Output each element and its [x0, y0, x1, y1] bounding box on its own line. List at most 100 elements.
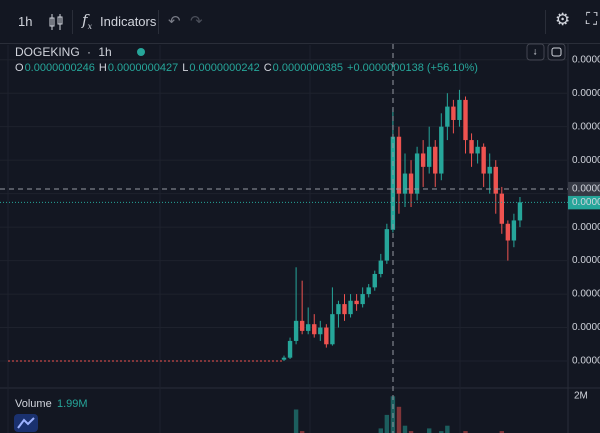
- scroll-icon[interactable]: ↓: [533, 47, 538, 58]
- candle-body: [366, 287, 371, 295]
- candle-body: [487, 166, 492, 174]
- candle-body: [475, 146, 480, 154]
- status-dot: [137, 48, 146, 56]
- ohlc-values: O0.0000000246 H0.0000000427 L0.0000000242 C…: [15, 62, 482, 74]
- scroll-button[interactable]: [526, 43, 545, 61]
- candle-body: [457, 99, 462, 120]
- chart-type-button[interactable]: [48, 12, 64, 32]
- toolbar: 1h fx Indicators ↶ ↷ ⚙ ⛶: [0, 0, 600, 44]
- y-tick-label: 0.0000: [572, 155, 600, 166]
- volume-bar: [299, 431, 305, 433]
- redo-button[interactable]: ↷: [190, 13, 203, 30]
- candle-body: [451, 106, 456, 120]
- candle-body: [414, 153, 420, 194]
- volume-bar: [402, 425, 408, 433]
- interval-button[interactable]: 1h: [18, 14, 33, 29]
- candle-body: [306, 324, 311, 331]
- y-tick-label: 0.0000: [572, 54, 600, 65]
- fullscreen-button[interactable]: ⛶: [586, 11, 598, 28]
- maximize-button[interactable]: [547, 43, 566, 61]
- volume-bar: [293, 409, 299, 433]
- candle-body: [433, 146, 438, 174]
- candle-body: [342, 304, 347, 315]
- candle-body: [499, 193, 504, 224]
- y-tick-label: 0.0000: [572, 322, 600, 333]
- symbol: DOGEKING: [15, 45, 80, 59]
- separator: [158, 10, 159, 34]
- candle-body: [511, 220, 517, 241]
- candle-body: [408, 173, 414, 194]
- candle-body: [517, 202, 523, 221]
- candle-body: [396, 136, 402, 194]
- candle-body: [384, 229, 390, 261]
- ohlc-value: 0.0000000242: [189, 62, 260, 74]
- candle-body: [469, 140, 474, 154]
- crosshair-label: 0.0000: [572, 184, 600, 195]
- legend: DOGEKING · 1h: [15, 45, 146, 59]
- volume-tick-label: 2M: [574, 391, 588, 402]
- candle-body: [330, 314, 335, 345]
- volume-bar: [439, 431, 444, 433]
- ohlc-key: C: [263, 62, 272, 74]
- candle-body: [287, 340, 293, 358]
- volume-bar: [445, 425, 450, 433]
- ohlc-value: 0.0000000385: [272, 62, 344, 74]
- volume-bar: [427, 428, 432, 433]
- ohlc-key: L: [182, 62, 189, 74]
- y-tick-label: 0.0000: [572, 121, 600, 132]
- separator-dot: ·: [87, 45, 92, 59]
- maximize-icon[interactable]: [551, 47, 562, 57]
- candle-body: [312, 324, 317, 335]
- separator: [545, 10, 546, 34]
- volume-bar: [384, 414, 390, 433]
- candle-body: [348, 300, 353, 315]
- volume-bar: [499, 431, 504, 433]
- ohlc-value: 0.0000000427: [107, 62, 179, 74]
- separator: [72, 10, 73, 34]
- last-price-tag: [568, 195, 600, 210]
- candle-body: [336, 304, 341, 315]
- legend-interval: 1h: [98, 45, 112, 59]
- y-tick-label: 0.0000: [572, 88, 600, 99]
- ohlc-key: H: [98, 62, 107, 74]
- crosshair-tag: [568, 181, 600, 196]
- y-tick-label: 0.0000: [572, 356, 600, 367]
- candle-body: [420, 153, 426, 167]
- last-price-label: 0.0000: [572, 197, 600, 208]
- candle-body: [281, 357, 287, 360]
- candle-body: [505, 223, 511, 241]
- volume-bar: [463, 431, 468, 433]
- volume-icon[interactable]: [17, 417, 35, 429]
- ohlc-value: 0.0000000246: [24, 62, 95, 74]
- candle-body: [378, 260, 383, 274]
- candle-body: [354, 300, 359, 305]
- indicators-button[interactable]: Indicators: [100, 14, 157, 29]
- undo-button[interactable]: ↶: [168, 13, 181, 30]
- volume-value: 1.99M: [57, 398, 88, 410]
- settings-button[interactable]: ⚙: [555, 10, 571, 29]
- y-tick-label: 0.0000: [572, 289, 600, 300]
- candle-body: [293, 320, 299, 341]
- y-tick-label: 0.0000: [572, 222, 600, 233]
- candle-body: [481, 146, 486, 174]
- candle-body: [427, 146, 432, 167]
- candle-body: [439, 126, 444, 174]
- candle-body: [318, 327, 323, 335]
- candle-body: [463, 99, 468, 141]
- candle-body: [360, 294, 365, 305]
- volume-bar: [408, 431, 414, 433]
- candle-body: [372, 273, 377, 288]
- y-tick-label: 0.0000: [572, 255, 600, 266]
- change: +0.0000000138 (+56.10%): [347, 62, 478, 74]
- candle-body: [445, 106, 450, 127]
- volume-bar: [396, 406, 402, 433]
- candle-body: [402, 173, 408, 194]
- candle-body: [299, 320, 305, 331]
- indicators-icon[interactable]: fx: [82, 11, 93, 31]
- volume-label: Volume: [15, 398, 52, 410]
- volume-bar: [378, 428, 383, 433]
- candle-body: [324, 327, 329, 345]
- ohlc-key: O: [15, 62, 24, 74]
